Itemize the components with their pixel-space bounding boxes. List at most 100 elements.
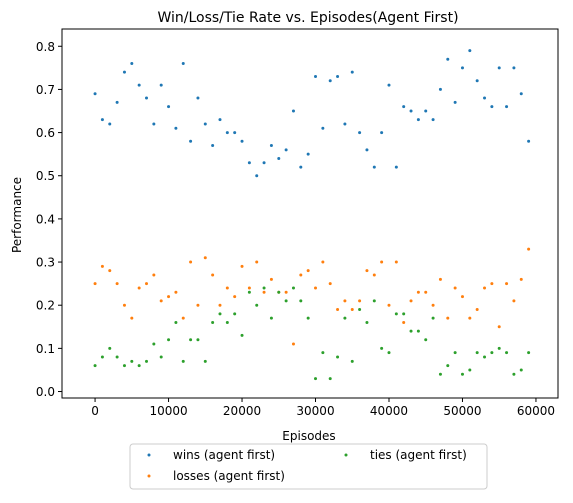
data-point xyxy=(218,303,222,307)
legend-label: losses (agent first) xyxy=(173,469,285,483)
data-point xyxy=(174,290,178,294)
data-point xyxy=(468,316,472,320)
data-point xyxy=(255,174,259,178)
data-point xyxy=(314,286,318,290)
data-point xyxy=(497,66,501,70)
data-point xyxy=(505,351,509,355)
data-point xyxy=(115,282,119,286)
data-point xyxy=(108,269,112,273)
data-point xyxy=(233,295,237,299)
data-point xyxy=(519,277,523,281)
data-point xyxy=(321,126,325,130)
data-point xyxy=(453,286,457,290)
legend-item: losses (agent first) xyxy=(147,469,285,483)
data-point xyxy=(137,286,141,290)
data-point xyxy=(409,329,413,333)
data-point xyxy=(122,303,126,307)
data-point xyxy=(167,295,171,299)
data-point xyxy=(225,320,229,324)
data-point xyxy=(328,282,332,286)
data-point xyxy=(240,264,244,268)
data-point xyxy=(196,96,200,100)
data-point xyxy=(490,105,494,109)
data-point xyxy=(402,320,406,324)
data-point xyxy=(299,273,303,277)
x-tick-label: 10000 xyxy=(149,404,187,418)
data-point xyxy=(211,144,215,148)
data-point xyxy=(365,269,369,273)
y-tick-label: 0.4 xyxy=(36,212,55,226)
data-point xyxy=(416,290,420,294)
data-point xyxy=(314,377,318,381)
data-point xyxy=(130,359,134,363)
data-point xyxy=(380,131,384,135)
data-point xyxy=(196,303,200,307)
legend: wins (agent first) losses (agent first) ti… xyxy=(129,443,488,490)
data-point xyxy=(343,122,347,126)
data-point xyxy=(233,312,237,316)
legend-label: wins (agent first) xyxy=(173,448,275,462)
data-point xyxy=(218,118,222,122)
data-point xyxy=(269,144,273,148)
data-point xyxy=(240,139,244,143)
legend-marker xyxy=(147,474,151,478)
data-point xyxy=(431,118,435,122)
data-point xyxy=(181,316,185,320)
data-point xyxy=(416,329,420,333)
data-point xyxy=(314,74,318,78)
data-point xyxy=(269,277,273,281)
data-point xyxy=(358,131,362,135)
data-point xyxy=(402,105,406,109)
data-point xyxy=(306,316,310,320)
data-point xyxy=(181,359,185,363)
data-point xyxy=(145,282,148,286)
data-point xyxy=(512,372,516,376)
data-point xyxy=(490,351,494,355)
data-point xyxy=(115,100,119,104)
data-point xyxy=(181,62,185,66)
x-tick-label: 0 xyxy=(91,404,99,418)
data-point xyxy=(100,264,104,268)
data-point xyxy=(453,100,457,104)
data-point xyxy=(115,355,119,359)
series-1 xyxy=(93,49,531,178)
y-tick-label: 0.7 xyxy=(36,83,55,97)
data-point xyxy=(497,325,501,329)
data-point xyxy=(159,299,163,303)
data-point xyxy=(372,273,376,277)
legend-marker xyxy=(147,453,151,457)
plot-area xyxy=(93,49,531,381)
legend-marker xyxy=(344,453,348,457)
data-point xyxy=(225,131,229,135)
series-2 xyxy=(93,247,531,346)
data-point xyxy=(299,299,303,303)
data-point xyxy=(483,355,487,359)
data-point xyxy=(100,118,104,122)
data-point xyxy=(387,351,391,355)
data-point xyxy=(167,338,171,342)
y-tick-label: 0.2 xyxy=(36,299,55,313)
data-point xyxy=(527,351,531,355)
x-tick-label: 50000 xyxy=(443,404,481,418)
data-point xyxy=(299,165,303,169)
data-point xyxy=(424,290,428,294)
data-point xyxy=(93,364,97,368)
y-tick-label: 0.5 xyxy=(36,169,55,183)
x-tick-label: 60000 xyxy=(517,404,555,418)
legend-item: ties (agent first) xyxy=(344,448,467,462)
data-point xyxy=(490,282,494,286)
data-point xyxy=(291,109,295,113)
data-point xyxy=(130,62,134,66)
data-point xyxy=(365,148,369,152)
data-point xyxy=(269,316,273,320)
data-point xyxy=(505,105,509,109)
data-point xyxy=(372,299,376,303)
data-point xyxy=(424,109,428,113)
data-point xyxy=(505,282,509,286)
data-point xyxy=(189,338,193,342)
data-point xyxy=(358,308,362,312)
data-point xyxy=(409,299,413,303)
data-point xyxy=(483,96,487,100)
data-point xyxy=(497,346,501,350)
data-point xyxy=(284,290,288,294)
